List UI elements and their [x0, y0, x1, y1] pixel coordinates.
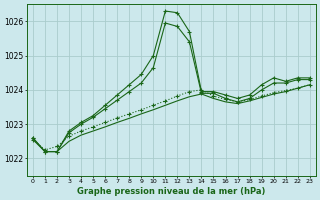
- X-axis label: Graphe pression niveau de la mer (hPa): Graphe pression niveau de la mer (hPa): [77, 187, 266, 196]
